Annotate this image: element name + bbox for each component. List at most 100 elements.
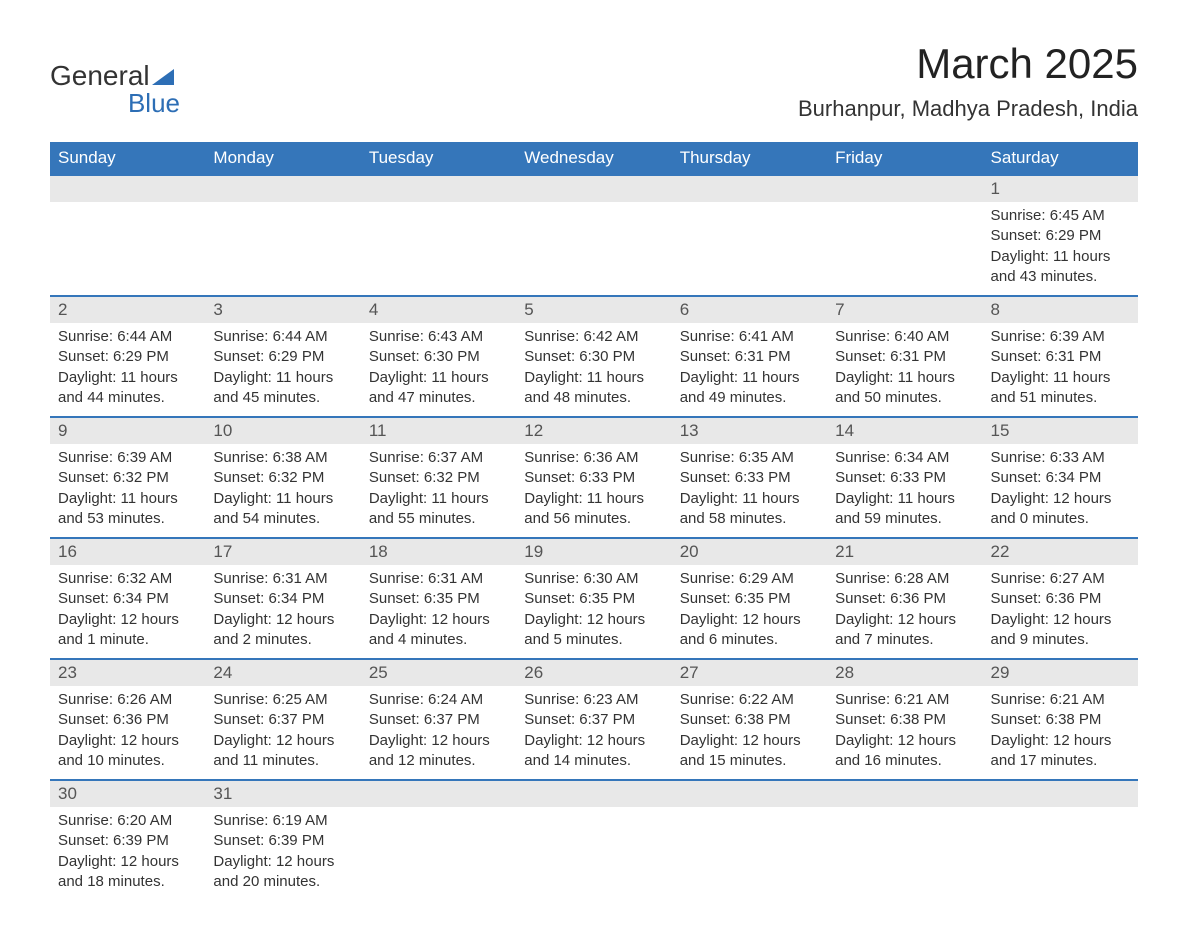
calendar-day-cell: 25Sunrise: 6:24 AMSunset: 6:37 PMDayligh… [361,659,516,780]
day-content: Sunrise: 6:29 AMSunset: 6:35 PMDaylight:… [672,565,827,658]
calendar-day-cell: 9Sunrise: 6:39 AMSunset: 6:32 PMDaylight… [50,417,205,538]
sunrise-line: Sunrise: 6:31 AM [369,569,508,589]
sunrise-line: Sunrise: 6:31 AM [213,569,352,589]
day-number: 28 [827,660,982,686]
day-number: 12 [516,418,671,444]
sunrise-line: Sunrise: 6:32 AM [58,569,197,589]
day-number: 15 [983,418,1138,444]
day-number: 5 [516,297,671,323]
daylight-line: Daylight: 12 hours and 5 minutes. [524,610,663,651]
day-number: 27 [672,660,827,686]
sunset-line: Sunset: 6:33 PM [835,468,974,488]
day-content: Sunrise: 6:26 AMSunset: 6:36 PMDaylight:… [50,686,205,779]
sunset-line: Sunset: 6:29 PM [58,347,197,367]
calendar-day-cell: 30Sunrise: 6:20 AMSunset: 6:39 PMDayligh… [50,780,205,900]
calendar-table: SundayMondayTuesdayWednesdayThursdayFrid… [50,142,1138,900]
calendar-row: 23Sunrise: 6:26 AMSunset: 6:36 PMDayligh… [50,659,1138,780]
daylight-line: Daylight: 12 hours and 2 minutes. [213,610,352,651]
sunset-line: Sunset: 6:31 PM [835,347,974,367]
calendar-empty-cell [827,175,982,296]
day-number: 24 [205,660,360,686]
calendar-empty-cell [205,175,360,296]
sunrise-line: Sunrise: 6:36 AM [524,448,663,468]
sunrise-line: Sunrise: 6:20 AM [58,811,197,831]
daylight-line: Daylight: 12 hours and 10 minutes. [58,731,197,772]
daylight-line: Daylight: 12 hours and 14 minutes. [524,731,663,772]
day-number: 8 [983,297,1138,323]
calendar-empty-cell [516,780,671,900]
sunset-line: Sunset: 6:36 PM [991,589,1130,609]
daylight-line: Daylight: 11 hours and 45 minutes. [213,368,352,409]
sunset-line: Sunset: 6:37 PM [524,710,663,730]
calendar-day-cell: 6Sunrise: 6:41 AMSunset: 6:31 PMDaylight… [672,296,827,417]
daylight-line: Daylight: 12 hours and 17 minutes. [991,731,1130,772]
calendar-day-cell: 28Sunrise: 6:21 AMSunset: 6:38 PMDayligh… [827,659,982,780]
day-number: 10 [205,418,360,444]
daylight-line: Daylight: 11 hours and 43 minutes. [991,247,1130,288]
calendar-day-cell: 18Sunrise: 6:31 AMSunset: 6:35 PMDayligh… [361,538,516,659]
weekday-header: Friday [827,142,982,175]
day-content: Sunrise: 6:42 AMSunset: 6:30 PMDaylight:… [516,323,671,416]
sunset-line: Sunset: 6:29 PM [991,226,1130,246]
calendar-day-cell: 3Sunrise: 6:44 AMSunset: 6:29 PMDaylight… [205,296,360,417]
sunrise-line: Sunrise: 6:34 AM [835,448,974,468]
daylight-line: Daylight: 11 hours and 58 minutes. [680,489,819,530]
day-number: 26 [516,660,671,686]
sunset-line: Sunset: 6:38 PM [835,710,974,730]
calendar-empty-cell [983,780,1138,900]
day-content: Sunrise: 6:21 AMSunset: 6:38 PMDaylight:… [827,686,982,779]
sunrise-line: Sunrise: 6:38 AM [213,448,352,468]
calendar-row: 2Sunrise: 6:44 AMSunset: 6:29 PMDaylight… [50,296,1138,417]
sunrise-line: Sunrise: 6:45 AM [991,206,1130,226]
day-content: Sunrise: 6:25 AMSunset: 6:37 PMDaylight:… [205,686,360,779]
day-number: 6 [672,297,827,323]
sunrise-line: Sunrise: 6:39 AM [58,448,197,468]
calendar-day-cell: 15Sunrise: 6:33 AMSunset: 6:34 PMDayligh… [983,417,1138,538]
calendar-empty-cell [672,175,827,296]
calendar-day-cell: 27Sunrise: 6:22 AMSunset: 6:38 PMDayligh… [672,659,827,780]
sunrise-line: Sunrise: 6:44 AM [58,327,197,347]
sunset-line: Sunset: 6:31 PM [991,347,1130,367]
day-number: 16 [50,539,205,565]
location-subtitle: Burhanpur, Madhya Pradesh, India [798,96,1138,122]
calendar-day-cell: 13Sunrise: 6:35 AMSunset: 6:33 PMDayligh… [672,417,827,538]
calendar-body: 1Sunrise: 6:45 AMSunset: 6:29 PMDaylight… [50,175,1138,900]
sunset-line: Sunset: 6:32 PM [369,468,508,488]
sunset-line: Sunset: 6:32 PM [213,468,352,488]
daylight-line: Daylight: 12 hours and 7 minutes. [835,610,974,651]
day-number: 25 [361,660,516,686]
sunset-line: Sunset: 6:37 PM [213,710,352,730]
sunset-line: Sunset: 6:36 PM [835,589,974,609]
calendar-empty-cell [827,780,982,900]
calendar-empty-cell [361,780,516,900]
weekday-header: Monday [205,142,360,175]
calendar-empty-cell [516,175,671,296]
title-block: March 2025 Burhanpur, Madhya Pradesh, In… [798,40,1138,122]
sunrise-line: Sunrise: 6:41 AM [680,327,819,347]
day-content: Sunrise: 6:44 AMSunset: 6:29 PMDaylight:… [50,323,205,416]
day-number-empty [983,781,1138,807]
day-number: 19 [516,539,671,565]
daylight-line: Daylight: 12 hours and 9 minutes. [991,610,1130,651]
sunrise-line: Sunrise: 6:27 AM [991,569,1130,589]
daylight-line: Daylight: 11 hours and 51 minutes. [991,368,1130,409]
sunset-line: Sunset: 6:30 PM [524,347,663,367]
day-content: Sunrise: 6:22 AMSunset: 6:38 PMDaylight:… [672,686,827,779]
day-number-empty [50,176,205,202]
day-number-empty [516,176,671,202]
day-content: Sunrise: 6:33 AMSunset: 6:34 PMDaylight:… [983,444,1138,537]
sunset-line: Sunset: 6:33 PM [524,468,663,488]
sunrise-line: Sunrise: 6:40 AM [835,327,974,347]
logo-text-blue: Blue [50,88,180,119]
day-number: 14 [827,418,982,444]
sunset-line: Sunset: 6:34 PM [213,589,352,609]
calendar-day-cell: 22Sunrise: 6:27 AMSunset: 6:36 PMDayligh… [983,538,1138,659]
day-content: Sunrise: 6:30 AMSunset: 6:35 PMDaylight:… [516,565,671,658]
sunset-line: Sunset: 6:35 PM [680,589,819,609]
day-content: Sunrise: 6:31 AMSunset: 6:34 PMDaylight:… [205,565,360,658]
day-number: 3 [205,297,360,323]
calendar-day-cell: 4Sunrise: 6:43 AMSunset: 6:30 PMDaylight… [361,296,516,417]
daylight-line: Daylight: 11 hours and 44 minutes. [58,368,197,409]
sunrise-line: Sunrise: 6:23 AM [524,690,663,710]
weekday-header: Tuesday [361,142,516,175]
